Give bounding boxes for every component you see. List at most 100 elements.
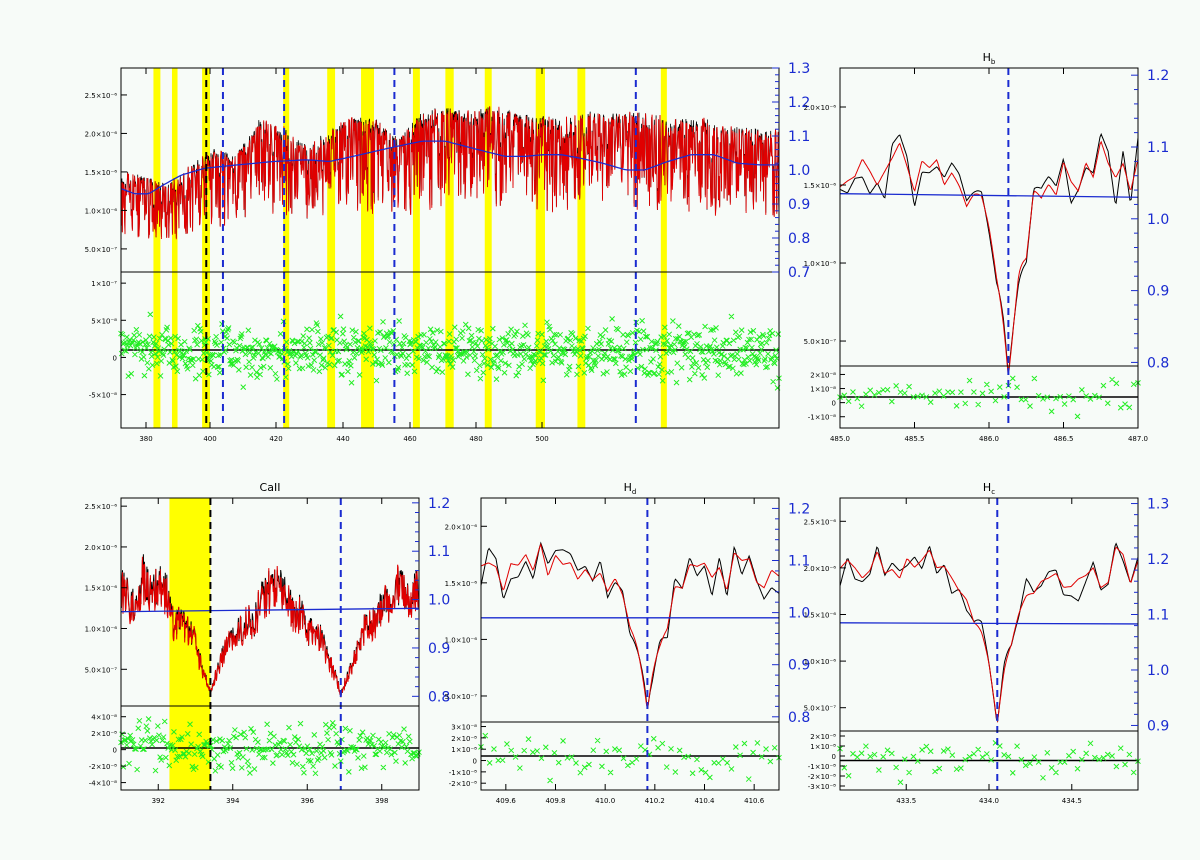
full-x-tick-label: 440 [336,435,349,443]
hd-title: Hd [624,481,637,496]
hd-x-tick-label: 410.6 [744,797,765,805]
caii-x-tick-label: 392 [152,797,165,805]
full-resid-tick-label: 5×10⁻⁸ [91,317,117,325]
caii-left-tick-label: 2.5×10⁻⁶ [85,503,118,511]
full-mask-band [327,68,336,428]
hg-resid-tick-label: 1×10⁻⁸ [810,743,836,751]
full-right-tick-label: 1.0 [788,163,810,179]
hb-right-tick-label: 0.9 [1147,284,1169,300]
full-mask-band [153,68,161,428]
caii-right-tick-label: 1.1 [428,544,450,560]
hb-right-tick-label: 1.1 [1147,140,1169,156]
hg-right-tick-label: 0.9 [1147,718,1169,734]
hd-resid-tick-label: 1×10⁻⁸ [451,746,477,754]
caii-x-tick-label: 396 [301,797,315,805]
caii-left-tick-label: 5.0×10⁻⁷ [85,666,118,674]
hg-continuum-line [839,622,1139,625]
full-mask-band [445,68,454,428]
hg-right-tick-label: 1.2 [1147,552,1169,568]
full-x-tick-label: 400 [203,435,216,443]
caii-resid-tick-label: 2×10⁻⁸ [91,730,117,738]
hd-left-tick-label: 5.0×10⁻⁷ [445,693,478,701]
caii-x-tick-label: 398 [375,797,388,805]
full-mask-band [484,68,492,428]
hd-right-tick-label: 1.2 [788,501,810,517]
full-right-tick-label: 0.9 [788,197,810,213]
hg-x-tick-label: 434.0 [979,797,999,805]
full-resid-tick-label: -5×10⁻⁸ [89,392,117,400]
hb-right-tick-label: 0.8 [1147,355,1169,371]
hd-left-tick-label: 2.0×10⁻⁶ [445,523,478,531]
hd-x-tick-label: 409.8 [545,797,565,805]
full-right-tick-label: 1.2 [788,95,810,111]
hg-left-tick-label: 5.0×10⁻⁷ [804,705,837,713]
caii-frame [120,497,420,791]
caii-resid-tick-label: -2×10⁻⁸ [89,763,117,771]
hg-resid-tick-label: -2×10⁻⁸ [808,773,836,781]
panels: 5.0×10⁻⁷ 1.0×10⁻⁶ 1.5×10⁻⁶ 2.0×10⁻⁶ 2.5×10⁻⁶… [85,51,1170,805]
hg-resid-tick-label: 2×10⁻⁸ [810,733,836,741]
full-right-tick-label: 1.3 [788,61,810,77]
hb-left-tick-label: 1.5×10⁻⁶ [804,182,837,190]
caii-left-tick-label: 2.0×10⁻⁶ [85,544,118,552]
caii-resid-tick-label: 4×10⁻⁸ [91,714,117,722]
hd-right-tick-label: 1.1 [788,554,810,570]
hb-panel: 5.0×10⁻⁷ 1.0×10⁻⁶ 1.5×10⁻⁶ 2.0×10⁻⁶ 0.8 0.9 1.… [804,51,1170,443]
full-mask-band [577,68,586,428]
hb-resid-tick-label: -1×10⁻⁸ [808,414,836,422]
caii-left-tick-label: 1.5×10⁻⁶ [85,585,118,593]
hd-left-tick-label: 1.0×10⁻⁶ [445,636,478,644]
hg-model-spectrum [839,546,1139,723]
hd-resid-tick-label: -2×10⁻⁸ [449,780,477,788]
hg-x-tick-label: 434.5 [1062,797,1082,805]
hb-model-spectrum [839,140,1139,374]
hg-panel: 5.0×10⁻⁷ 1.0×10⁻⁶ 1.5×10⁻⁶ 2.0×10⁻⁶ 2.5×10⁻⁶… [804,481,1170,805]
hb-x-tick-label: 486.5 [1053,435,1073,443]
hd-right-tick-label: 0.9 [788,658,810,674]
full-mask-band [361,68,375,428]
hg-resid-tick-label: -3×10⁻⁸ [808,783,836,791]
hg-left-tick-label: 1.5×10⁻⁶ [804,612,837,620]
full-x-tick-label: 460 [403,435,416,443]
caii-right-tick-label: 0.9 [428,641,450,657]
hd-model-spectrum [480,542,780,710]
hg-title: Hc [983,481,995,496]
hg-left-tick-label: 1.0×10⁻⁶ [804,658,837,666]
caii-x-tick-label: 394 [226,797,240,805]
caii-right-tick-label: 1.2 [428,496,450,512]
hg-left-tick-label: 2.5×10⁻⁶ [804,518,837,526]
full-model-spectrum [120,106,780,240]
hd-left-tick-label: 1.5×10⁻⁶ [445,580,478,588]
caii-panel: 5.0×10⁻⁷ 1.0×10⁻⁶ 1.5×10⁻⁶ 2.0×10⁻⁶ 2.5×10⁻⁶… [85,481,451,805]
hd-title-main: H [624,481,632,494]
caii-model-spectrum [120,556,420,698]
caii-right-tick-label: 0.8 [428,689,450,705]
hb-title-main: H [983,51,991,64]
hd-resid-tick-label: 3×10⁻⁸ [451,724,477,732]
hb-left-tick-label: 2.0×10⁻⁶ [804,104,837,112]
hd-x-tick-label: 409.6 [496,797,517,805]
full-x-tick-label: 500 [535,435,548,443]
full-spectrum-panel: 5.0×10⁻⁷ 1.0×10⁻⁶ 1.5×10⁻⁶ 2.0×10⁻⁶ 2.5×10⁻⁶… [85,61,811,443]
full-resid-tick-label: 0 [113,354,117,362]
hb-left-tick-label: 1.0×10⁻⁶ [804,260,837,268]
full-continuum-curve [120,140,779,195]
full-frame [120,67,780,429]
hg-left-tick-label: 2.0×10⁻⁶ [804,565,837,573]
hd-x-tick-label: 410.0 [595,797,615,805]
hb-x-tick-label: 486.0 [979,435,999,443]
caii-resid-tick-label: -4×10⁻⁸ [89,780,117,788]
full-right-tick-label: 0.8 [788,231,810,247]
full-left-tick-label: 5.0×10⁻⁷ [85,246,118,254]
caii-resid-tick-label: 0 [113,747,117,755]
hg-right-tick-label: 1.1 [1147,608,1169,624]
hb-resid-tick-label: 2×10⁻⁸ [810,371,836,379]
full-mask-band [535,68,545,428]
full-mask-band [283,68,290,428]
hd-resid-tick-label: -1×10⁻⁸ [449,769,477,777]
hd-resid-tick-label: 0 [473,758,477,766]
hd-right-tick-label: 1.0 [788,606,810,622]
full-left-tick-label: 2.5×10⁻⁶ [85,92,118,100]
hb-x-tick-label: 485.5 [904,435,924,443]
